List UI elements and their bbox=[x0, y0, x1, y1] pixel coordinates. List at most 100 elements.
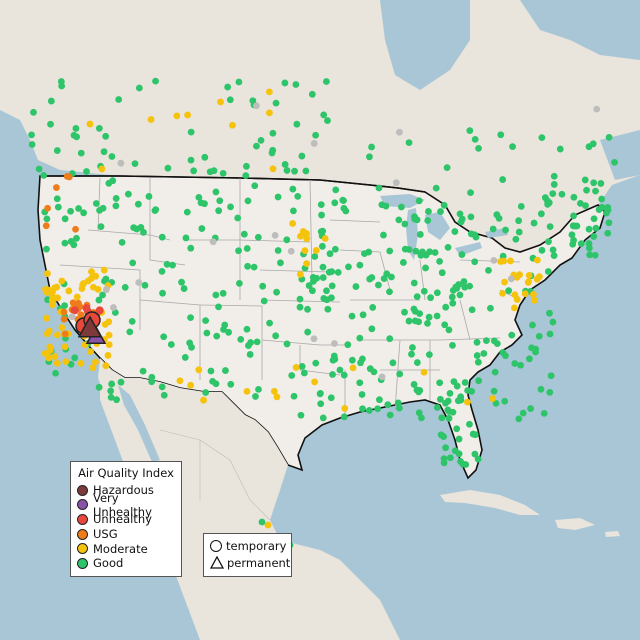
sensor-marker bbox=[327, 394, 335, 402]
sensor-marker bbox=[442, 303, 450, 311]
sensor-marker bbox=[222, 367, 229, 374]
sensor-marker bbox=[416, 387, 424, 394]
sensor-marker bbox=[461, 379, 469, 386]
legend-aqi-unhealthy: Unhealthy bbox=[71, 512, 181, 527]
sensor-marker bbox=[296, 295, 304, 303]
sensor-marker bbox=[234, 214, 242, 222]
sensor-marker bbox=[298, 152, 306, 160]
sensor-marker bbox=[187, 244, 195, 252]
legend-label: Good bbox=[93, 556, 124, 571]
sensor-marker bbox=[530, 296, 538, 304]
circle-icon bbox=[210, 539, 222, 552]
sensor-marker bbox=[107, 393, 115, 401]
sensor-marker bbox=[271, 231, 279, 239]
sensor-marker bbox=[513, 273, 521, 281]
sensor-marker bbox=[386, 247, 394, 255]
sensor-marker bbox=[611, 158, 618, 166]
sensor-marker bbox=[485, 266, 492, 274]
sensor-marker bbox=[583, 186, 590, 194]
sensor-marker bbox=[483, 337, 490, 345]
sensor-marker bbox=[438, 414, 446, 422]
sensor-marker bbox=[102, 132, 110, 140]
sensor-marker bbox=[269, 165, 277, 173]
sensor-marker bbox=[384, 401, 392, 409]
sensor-marker bbox=[104, 352, 112, 359]
hispaniola bbox=[555, 518, 595, 530]
sensor-marker bbox=[544, 268, 552, 275]
sensor-marker bbox=[605, 219, 613, 227]
sensor-marker bbox=[359, 405, 366, 413]
sensor-marker bbox=[260, 297, 268, 305]
sensor-marker bbox=[321, 235, 329, 242]
sensor-marker bbox=[526, 355, 533, 363]
sensor-marker bbox=[326, 250, 334, 258]
sensor-marker bbox=[237, 335, 245, 343]
sensor-marker bbox=[459, 460, 467, 468]
sensor-marker bbox=[605, 133, 613, 141]
sensor-marker bbox=[433, 404, 441, 411]
sensor-marker bbox=[330, 352, 338, 360]
sensor-marker bbox=[511, 360, 519, 367]
sensor-marker bbox=[386, 288, 393, 296]
sensor-marker bbox=[310, 335, 318, 343]
sensor-marker bbox=[290, 392, 298, 400]
sensor-marker bbox=[455, 435, 463, 443]
sensor-marker bbox=[265, 88, 273, 96]
sensor-marker bbox=[449, 299, 457, 307]
sensor-marker bbox=[546, 223, 554, 231]
sensor-marker bbox=[375, 184, 383, 192]
sensor-marker bbox=[308, 287, 316, 295]
sensor-marker bbox=[550, 181, 558, 188]
sensor-marker bbox=[73, 234, 80, 242]
sensor-marker bbox=[182, 234, 190, 242]
sensor-marker bbox=[283, 167, 291, 174]
sensor-marker bbox=[273, 393, 281, 401]
sensor-marker-permanent bbox=[77, 315, 103, 338]
sensor-marker bbox=[95, 296, 103, 304]
sensor-marker bbox=[221, 321, 229, 329]
sensor-marker bbox=[356, 334, 364, 342]
sensor-marker bbox=[460, 278, 468, 285]
sensor-marker bbox=[160, 333, 168, 341]
sensor-marker bbox=[448, 293, 456, 301]
legend-temporary-label: temporary bbox=[226, 538, 287, 553]
sensor-marker bbox=[281, 161, 289, 168]
sensor-marker bbox=[296, 303, 304, 311]
sensor-marker bbox=[152, 77, 159, 85]
sensor-marker bbox=[545, 238, 552, 246]
sensor-marker bbox=[44, 204, 51, 212]
sensor-marker bbox=[73, 293, 81, 301]
sensor-marker bbox=[471, 258, 479, 266]
sensor-marker bbox=[325, 268, 333, 276]
sensor-marker bbox=[473, 338, 481, 346]
sensor-marker bbox=[272, 332, 280, 340]
sensor-marker bbox=[324, 305, 332, 313]
sensor-marker bbox=[53, 331, 61, 339]
sensor-marker bbox=[461, 283, 469, 291]
sensor-marker bbox=[35, 165, 43, 173]
sensor-marker bbox=[212, 188, 220, 196]
sensor-marker bbox=[77, 149, 85, 157]
sensor-marker bbox=[468, 306, 476, 314]
sensor-marker bbox=[133, 225, 141, 233]
sensor-marker bbox=[83, 168, 90, 175]
sensor-marker bbox=[28, 141, 36, 148]
sensor-marker bbox=[366, 365, 374, 373]
sensor-marker bbox=[226, 96, 234, 104]
sensor-marker bbox=[550, 172, 558, 180]
sensor-marker bbox=[392, 179, 400, 187]
sensor-marker bbox=[124, 190, 132, 198]
sensor-marker bbox=[95, 383, 103, 391]
sensor-marker bbox=[54, 203, 62, 211]
sensor-marker bbox=[41, 350, 49, 357]
sensor-marker bbox=[246, 351, 254, 358]
sensor-marker bbox=[549, 318, 557, 326]
hudson-bay bbox=[380, 0, 470, 90]
sensor-marker bbox=[309, 273, 317, 281]
sensor-marker bbox=[530, 219, 538, 227]
sensor-marker bbox=[311, 253, 319, 260]
sensor-marker bbox=[386, 411, 394, 419]
sensor-marker bbox=[410, 279, 418, 287]
sensor-marker bbox=[148, 378, 156, 386]
sensor-marker bbox=[217, 98, 224, 106]
